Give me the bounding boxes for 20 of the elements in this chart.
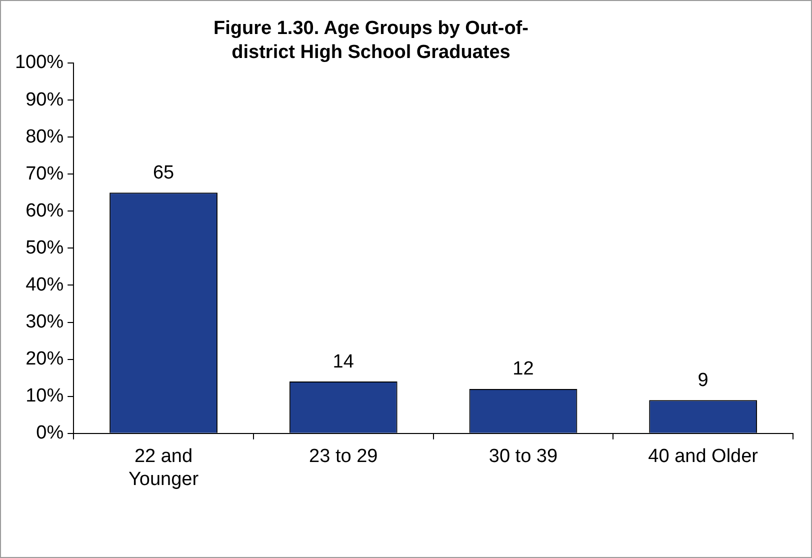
x-tick-label: 40 and Older (648, 446, 759, 468)
data-label: 65 (152, 162, 174, 184)
data-label: 12 (512, 358, 534, 380)
y-tick-label: 30% (26, 312, 64, 333)
y-tick-label: 40% (26, 274, 64, 296)
x-tick-label: 30 to 39 (488, 446, 558, 468)
y-tick-label: 70% (26, 163, 64, 184)
y-tick-label: 20% (26, 348, 64, 370)
x-tick-label: 23 to 29 (309, 446, 378, 468)
y-tick-label: 60% (26, 200, 64, 222)
y-tick-label: 0% (36, 422, 64, 444)
y-tick-label: 100% (14, 52, 64, 74)
y-tick-label: 90% (26, 89, 64, 110)
y-tick-label: 10% (26, 386, 64, 407)
x-tick-label: 22 and Younger (128, 446, 200, 490)
y-tick-label: 80% (26, 126, 64, 148)
chart-title: Figure 1.30. Age Groups by Out-of-district High School Graduates (212, 17, 530, 65)
y-tick-label: 50% (26, 237, 64, 258)
data-label: 14 (332, 351, 354, 372)
data-label: 9 (698, 370, 708, 391)
